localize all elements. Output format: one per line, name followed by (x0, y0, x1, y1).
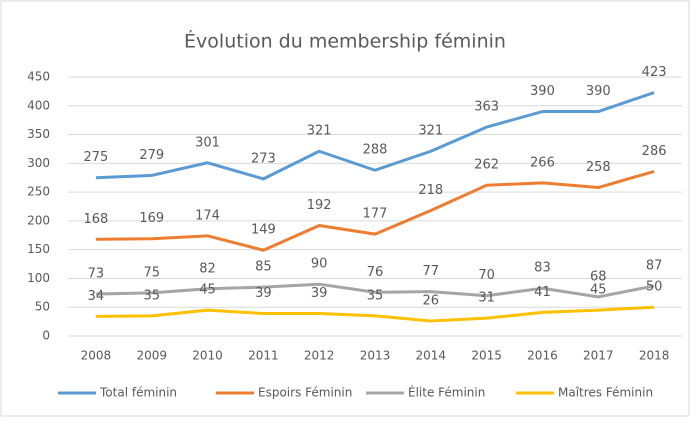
data-label: 321 (307, 124, 332, 139)
y-tick-label: 150 (27, 242, 50, 256)
legend-label: Total féminin (99, 386, 177, 400)
data-label: 90 (311, 257, 328, 272)
x-tick-label: 2015 (471, 349, 502, 363)
data-label: 35 (367, 288, 384, 303)
x-tick-label: 2014 (416, 349, 447, 363)
data-label: 77 (423, 264, 440, 279)
data-label: 70 (478, 268, 495, 283)
data-label: 266 (530, 155, 555, 170)
data-label: 273 (251, 151, 276, 166)
data-label: 26 (423, 294, 440, 309)
y-tick-label: 0 (42, 329, 50, 343)
data-label: 286 (642, 144, 667, 159)
data-label: 192 (307, 198, 332, 213)
series-line (95, 91, 655, 181)
data-label: 390 (530, 84, 555, 99)
data-label: 169 (139, 211, 164, 226)
data-label: 31 (478, 291, 495, 306)
data-label: 75 (143, 265, 160, 280)
series-line (95, 169, 655, 252)
y-tick-label: 350 (27, 127, 50, 141)
data-label: 279 (139, 148, 164, 163)
data-label: 68 (590, 269, 607, 284)
data-label: 82 (199, 261, 216, 276)
x-tick-label: 2013 (360, 349, 391, 363)
y-tick-label: 400 (27, 98, 50, 112)
data-label: 321 (418, 124, 443, 139)
series-line (95, 305, 655, 323)
y-tick-label: 300 (27, 156, 50, 170)
data-label: 423 (642, 65, 667, 80)
data-label: 390 (586, 84, 611, 99)
data-label: 35 (143, 288, 160, 303)
legend-label: Maîtres Féminin (558, 386, 653, 400)
y-tick-label: 50 (35, 300, 50, 314)
y-tick-label: 250 (27, 185, 50, 199)
series-line (95, 282, 655, 299)
x-tick-label: 2018 (639, 349, 670, 363)
chart-title: Évolution du membership féminin (184, 30, 506, 53)
x-tick-label: 2011 (248, 349, 279, 363)
x-tick-label: 2010 (192, 349, 223, 363)
data-label: 301 (195, 135, 220, 150)
data-label: 41 (534, 285, 551, 300)
data-label: 218 (418, 183, 443, 198)
data-label: 85 (255, 260, 272, 275)
data-label: 50 (646, 280, 663, 295)
x-tick-label: 2008 (81, 349, 112, 363)
data-label: 258 (586, 160, 611, 175)
data-label: 168 (83, 212, 108, 227)
data-label: 45 (590, 283, 607, 298)
y-tick-label: 200 (27, 213, 50, 227)
y-tick-label: 100 (27, 271, 50, 285)
x-tick-label: 2012 (304, 349, 335, 363)
data-label: 177 (363, 207, 388, 222)
data-label: 39 (255, 286, 272, 301)
x-tick-label: 2016 (527, 349, 558, 363)
data-label: 73 (88, 266, 105, 281)
legend-label: Espoirs Féminin (258, 386, 352, 400)
data-label: 34 (88, 289, 105, 304)
data-label: 87 (646, 258, 663, 273)
data-label: 363 (474, 100, 499, 115)
data-label: 76 (367, 265, 384, 280)
data-label: 45 (199, 283, 216, 298)
x-tick-label: 2017 (583, 349, 614, 363)
data-label: 39 (311, 286, 328, 301)
y-tick-label: 450 (27, 70, 50, 84)
data-label: 83 (534, 261, 551, 276)
data-label: 288 (363, 143, 388, 158)
x-tick-label: 2009 (136, 349, 167, 363)
data-label: 262 (474, 158, 499, 173)
legend-label: Élite Féminin (408, 385, 485, 400)
data-label: 275 (83, 150, 108, 165)
data-label: 149 (251, 223, 276, 238)
data-label: 174 (195, 208, 220, 223)
